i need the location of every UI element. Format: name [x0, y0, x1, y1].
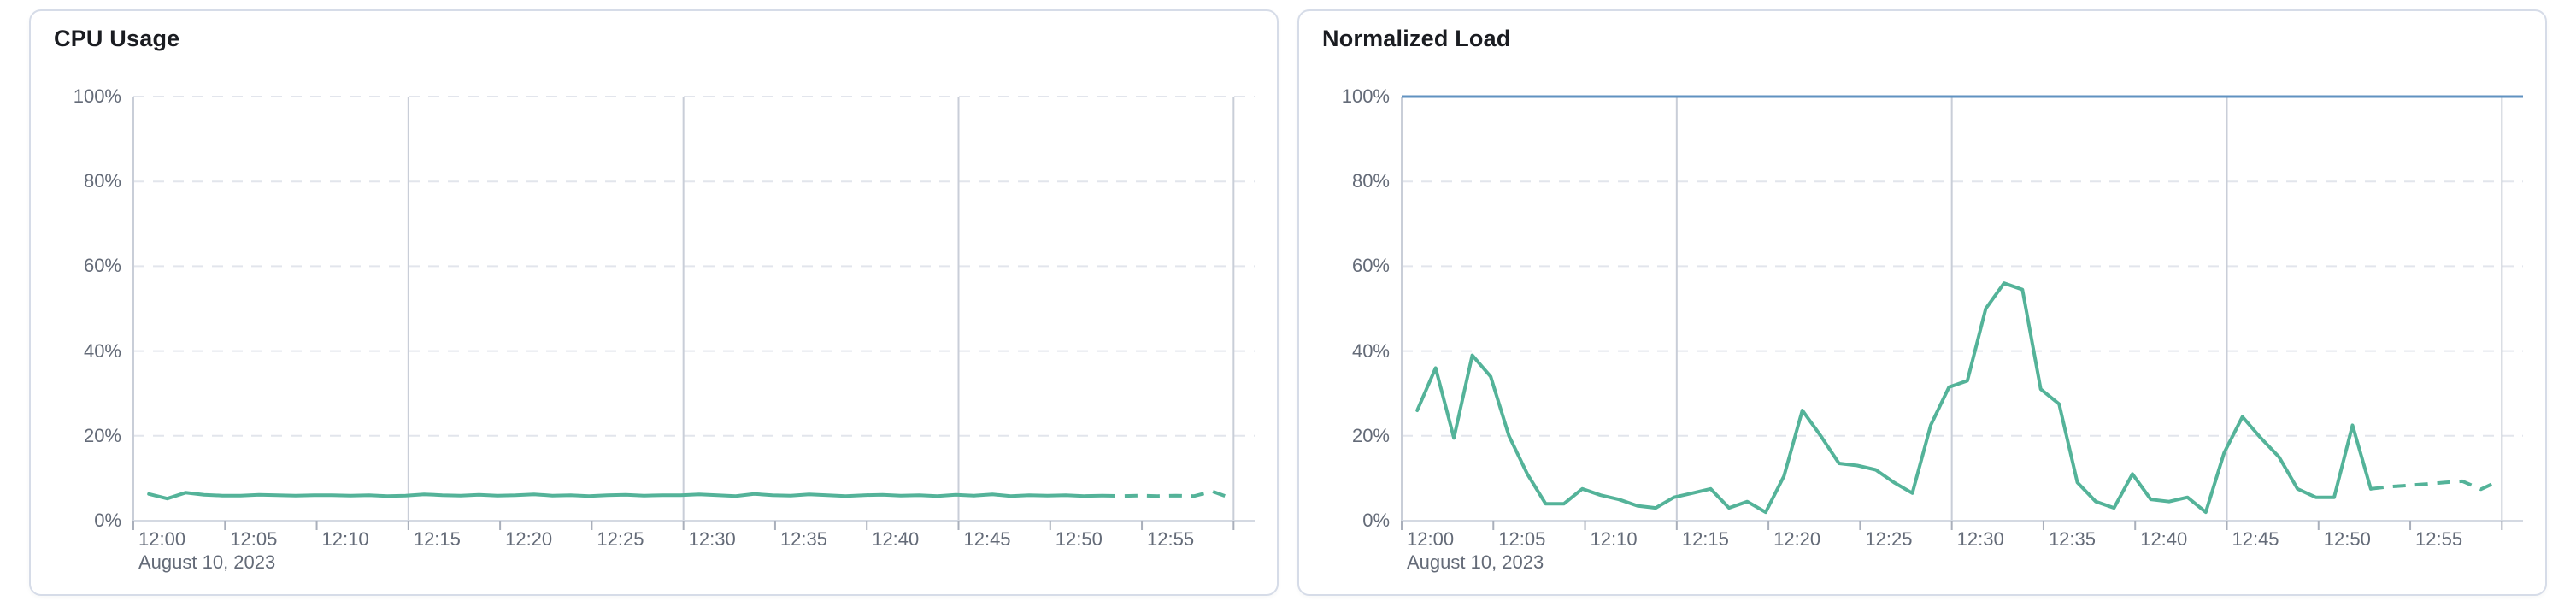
cpu-usage-plot[interactable] [132, 96, 1255, 533]
x-axis-label-1220: 12:20 [1773, 528, 1821, 550]
cpu-usage-forecast-dashed-line [1102, 489, 1232, 500]
x-axis-label-1250: 12:50 [1055, 528, 1103, 550]
normalized-load-line [1415, 281, 2373, 515]
x-axis-label-1245: 12:45 [2232, 528, 2279, 550]
x-axis-label-1235: 12:35 [779, 528, 827, 550]
cpu-usage-line [147, 491, 1104, 501]
x-axis-date-label: August 10, 2023 [1407, 551, 1544, 573]
x-axis-label-1230: 12:30 [688, 528, 736, 550]
cpu-usage-card: CPU Usage 0% 20% 40% 60% 80% 100% 12:00 12:05 12… [29, 9, 1279, 596]
x-axis-label-1230: 12:30 [1956, 528, 2004, 550]
x-axis-label-1235: 12:35 [2048, 528, 2096, 550]
x-axis-label-1255: 12:55 [2415, 528, 2463, 550]
x-axis-label-1225: 12:25 [1865, 528, 1913, 550]
x-axis-label-1255: 12:55 [1147, 528, 1195, 550]
normalized-load-chart[interactable]: 0% 20% 40% 60% 80% 100% 12:00 12:05 12:10 12:15 12… [1342, 86, 2523, 573]
x-axis-label-1215: 12:15 [1681, 528, 1729, 550]
y-axis-label-20: 20% [1351, 424, 1390, 446]
x-axis-label-1240: 12:40 [872, 528, 920, 550]
x-axis-date-label: August 10, 2023 [138, 551, 276, 573]
y-axis-label-40: 40% [1351, 339, 1390, 362]
x-axis-label-1220: 12:20 [505, 528, 553, 550]
y-axis-label-0: 0% [94, 510, 121, 531]
x-axis-label-1250: 12:50 [2323, 528, 2371, 550]
y-axis-label-80: 80% [1351, 170, 1390, 192]
y-axis-label-100: 100% [73, 85, 121, 107]
normalized-load-plot[interactable] [1401, 95, 2523, 533]
x-axis-label-1245: 12:45 [963, 528, 1011, 550]
y-axis-label-80: 80% [83, 170, 121, 192]
x-axis-label-1210: 12:10 [1590, 528, 1638, 550]
y-axis-label-40: 40% [83, 339, 121, 362]
y-axis-label-60: 60% [83, 255, 121, 277]
x-axis-label-1215: 12:15 [413, 528, 461, 550]
y-axis-label-20: 20% [83, 424, 121, 446]
x-axis-label-1200: 12:00 [138, 528, 186, 550]
y-axis-label-100: 100% [1341, 85, 1390, 107]
x-axis-label-1205: 12:05 [1498, 528, 1546, 550]
x-axis-label-1210: 12:10 [321, 528, 369, 550]
cpu-usage-chart[interactable]: 0% 20% 40% 60% 80% 100% 12:00 12:05 12:10 12:15 12… [74, 86, 1255, 573]
x-axis-label-1200: 12:00 [1407, 528, 1455, 550]
x-axis-label-1205: 12:05 [230, 528, 278, 550]
y-axis-label-0: 0% [1362, 510, 1390, 531]
cpu-usage-title: CPU Usage [54, 26, 180, 51]
y-axis-label-60: 60% [1351, 255, 1390, 277]
normalized-load-forecast-dashed-line [2370, 479, 2500, 492]
x-axis-label-1225: 12:25 [597, 528, 644, 550]
normalized-load-card: Normalized Load 0% 20% 40% 60% 80% 100% 12:00 1… [1297, 9, 2547, 596]
x-axis-label-1240: 12:40 [2140, 528, 2188, 550]
normalized-load-title: Normalized Load [1322, 26, 1511, 51]
